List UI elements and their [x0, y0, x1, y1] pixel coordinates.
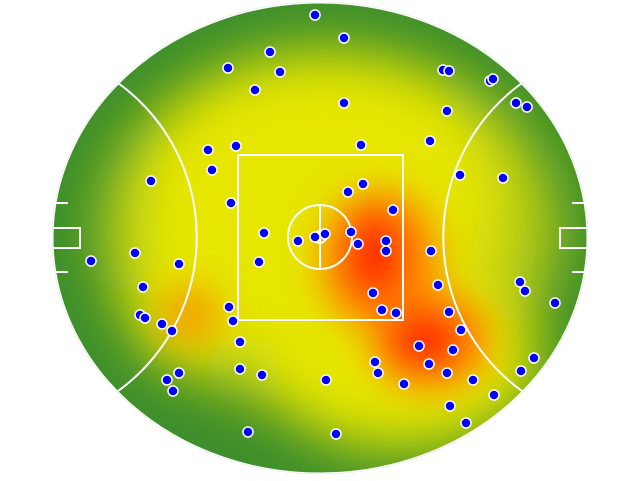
- point: [369, 356, 381, 368]
- point: [202, 144, 214, 156]
- point: [256, 369, 268, 381]
- point: [455, 324, 467, 336]
- point: [467, 374, 479, 386]
- point: [497, 172, 509, 184]
- point: [222, 62, 234, 74]
- point: [166, 325, 178, 337]
- point: [390, 307, 402, 319]
- point: [161, 374, 173, 386]
- point: [249, 84, 261, 96]
- point: [342, 186, 354, 198]
- point: [447, 344, 459, 356]
- point: [432, 279, 444, 291]
- point: [352, 238, 364, 250]
- point: [423, 358, 435, 370]
- point: [230, 140, 242, 152]
- point: [444, 400, 456, 412]
- point: [139, 312, 151, 324]
- point: [264, 46, 276, 58]
- point: [137, 281, 149, 293]
- point: [129, 247, 141, 259]
- point: [380, 235, 392, 247]
- point: [173, 367, 185, 379]
- point: [292, 235, 304, 247]
- point: [372, 367, 384, 379]
- point: [454, 169, 466, 181]
- point: [549, 297, 561, 309]
- point: [380, 245, 392, 257]
- point: [242, 426, 254, 438]
- point: [345, 226, 357, 238]
- point: [488, 389, 500, 401]
- point: [253, 256, 265, 268]
- point: [355, 139, 367, 151]
- point: [173, 258, 185, 270]
- point: [443, 65, 455, 77]
- point: [309, 231, 321, 243]
- point: [319, 228, 331, 240]
- point: [521, 101, 533, 113]
- point: [258, 227, 270, 239]
- point: [330, 428, 342, 440]
- point: [367, 287, 379, 299]
- point: [225, 197, 237, 209]
- point: [460, 417, 472, 429]
- point: [227, 315, 239, 327]
- point: [320, 374, 332, 386]
- point: [309, 9, 321, 21]
- point: [234, 336, 246, 348]
- point: [441, 105, 453, 117]
- point: [424, 135, 436, 147]
- point: [528, 352, 540, 364]
- point: [425, 245, 437, 257]
- point: [387, 204, 399, 216]
- point: [376, 304, 388, 316]
- point: [398, 378, 410, 390]
- point: [206, 164, 218, 176]
- point: [441, 367, 453, 379]
- point: [487, 73, 499, 85]
- point: [338, 97, 350, 109]
- point: [156, 318, 168, 330]
- point: [338, 32, 350, 44]
- point: [514, 276, 526, 288]
- point: [223, 301, 235, 313]
- point: [413, 340, 425, 352]
- point: [167, 385, 179, 397]
- point: [234, 363, 246, 375]
- point: [274, 66, 286, 78]
- point: [145, 175, 157, 187]
- point: [443, 306, 455, 318]
- point: [510, 97, 522, 109]
- point: [85, 255, 97, 267]
- point: [357, 178, 369, 190]
- point: [515, 365, 527, 377]
- point: [519, 285, 531, 297]
- field-lines: [52, 82, 588, 392]
